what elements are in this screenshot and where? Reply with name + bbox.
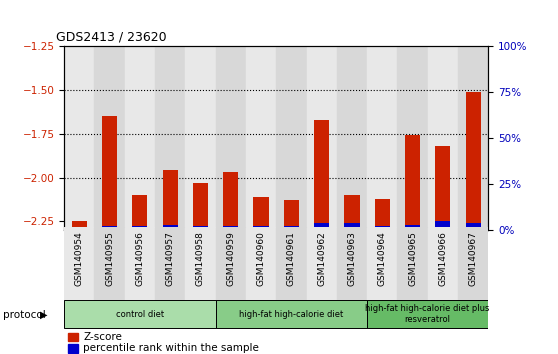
Bar: [458, 46, 488, 230]
Bar: [276, 227, 306, 312]
Bar: [69, 333, 78, 341]
Bar: [64, 227, 94, 312]
Bar: [465, 92, 480, 230]
Bar: [253, 227, 268, 230]
Text: GSM140954: GSM140954: [75, 231, 84, 286]
Bar: [435, 221, 450, 230]
Bar: [155, 46, 185, 230]
Bar: [374, 227, 390, 230]
Text: GSM140960: GSM140960: [257, 231, 266, 286]
Bar: [162, 224, 178, 230]
Bar: [132, 227, 147, 230]
Text: ▶: ▶: [40, 310, 47, 320]
Bar: [185, 46, 215, 230]
Bar: [193, 183, 208, 230]
Bar: [344, 223, 359, 230]
Text: GSM140962: GSM140962: [317, 231, 326, 286]
Text: GSM140959: GSM140959: [227, 231, 235, 286]
Bar: [465, 223, 480, 230]
Bar: [162, 171, 178, 230]
Bar: [64, 46, 94, 230]
Bar: [69, 344, 78, 353]
Bar: [427, 227, 458, 312]
Bar: [314, 120, 329, 230]
Text: control diet: control diet: [116, 310, 164, 319]
Bar: [397, 227, 427, 312]
Bar: [427, 46, 458, 230]
Text: GSM140966: GSM140966: [439, 231, 448, 286]
FancyBboxPatch shape: [215, 300, 367, 328]
FancyBboxPatch shape: [367, 300, 488, 328]
Bar: [284, 200, 299, 230]
Bar: [306, 46, 337, 230]
Bar: [102, 227, 117, 230]
Bar: [276, 46, 306, 230]
Bar: [374, 199, 390, 230]
Bar: [314, 223, 329, 230]
Text: GSM140967: GSM140967: [469, 231, 478, 286]
Text: GSM140955: GSM140955: [105, 231, 114, 286]
Bar: [102, 116, 117, 230]
Text: protocol: protocol: [3, 310, 46, 320]
Text: GSM140961: GSM140961: [287, 231, 296, 286]
Bar: [397, 46, 427, 230]
Bar: [94, 227, 125, 312]
Bar: [72, 221, 87, 230]
Bar: [435, 146, 450, 230]
Text: Z-score: Z-score: [83, 332, 122, 342]
Text: high-fat high-calorie diet plus
resveratrol: high-fat high-calorie diet plus resverat…: [365, 304, 490, 324]
Bar: [367, 227, 397, 312]
Bar: [253, 197, 268, 230]
Bar: [223, 227, 238, 230]
Text: GSM140956: GSM140956: [136, 231, 145, 286]
Text: GSM140963: GSM140963: [348, 231, 357, 286]
Bar: [215, 46, 246, 230]
Bar: [246, 46, 276, 230]
Bar: [337, 227, 367, 312]
Bar: [344, 195, 359, 230]
Bar: [405, 136, 420, 230]
Bar: [155, 227, 185, 312]
Text: high-fat high-calorie diet: high-fat high-calorie diet: [239, 310, 344, 319]
Bar: [284, 227, 299, 230]
Bar: [94, 46, 125, 230]
Text: percentile rank within the sample: percentile rank within the sample: [83, 343, 259, 354]
Text: GSM140965: GSM140965: [408, 231, 417, 286]
Bar: [193, 227, 208, 230]
Text: GSM140964: GSM140964: [378, 231, 387, 286]
Bar: [306, 227, 337, 312]
Bar: [337, 46, 367, 230]
Bar: [458, 227, 488, 312]
FancyBboxPatch shape: [64, 300, 215, 328]
Bar: [246, 227, 276, 312]
Text: GSM140957: GSM140957: [166, 231, 175, 286]
Bar: [223, 172, 238, 230]
Text: GSM140958: GSM140958: [196, 231, 205, 286]
Bar: [132, 195, 147, 230]
Bar: [405, 224, 420, 230]
Bar: [125, 46, 155, 230]
Bar: [215, 227, 246, 312]
Bar: [185, 227, 215, 312]
Bar: [367, 46, 397, 230]
Bar: [125, 227, 155, 312]
Text: GDS2413 / 23620: GDS2413 / 23620: [56, 30, 166, 44]
